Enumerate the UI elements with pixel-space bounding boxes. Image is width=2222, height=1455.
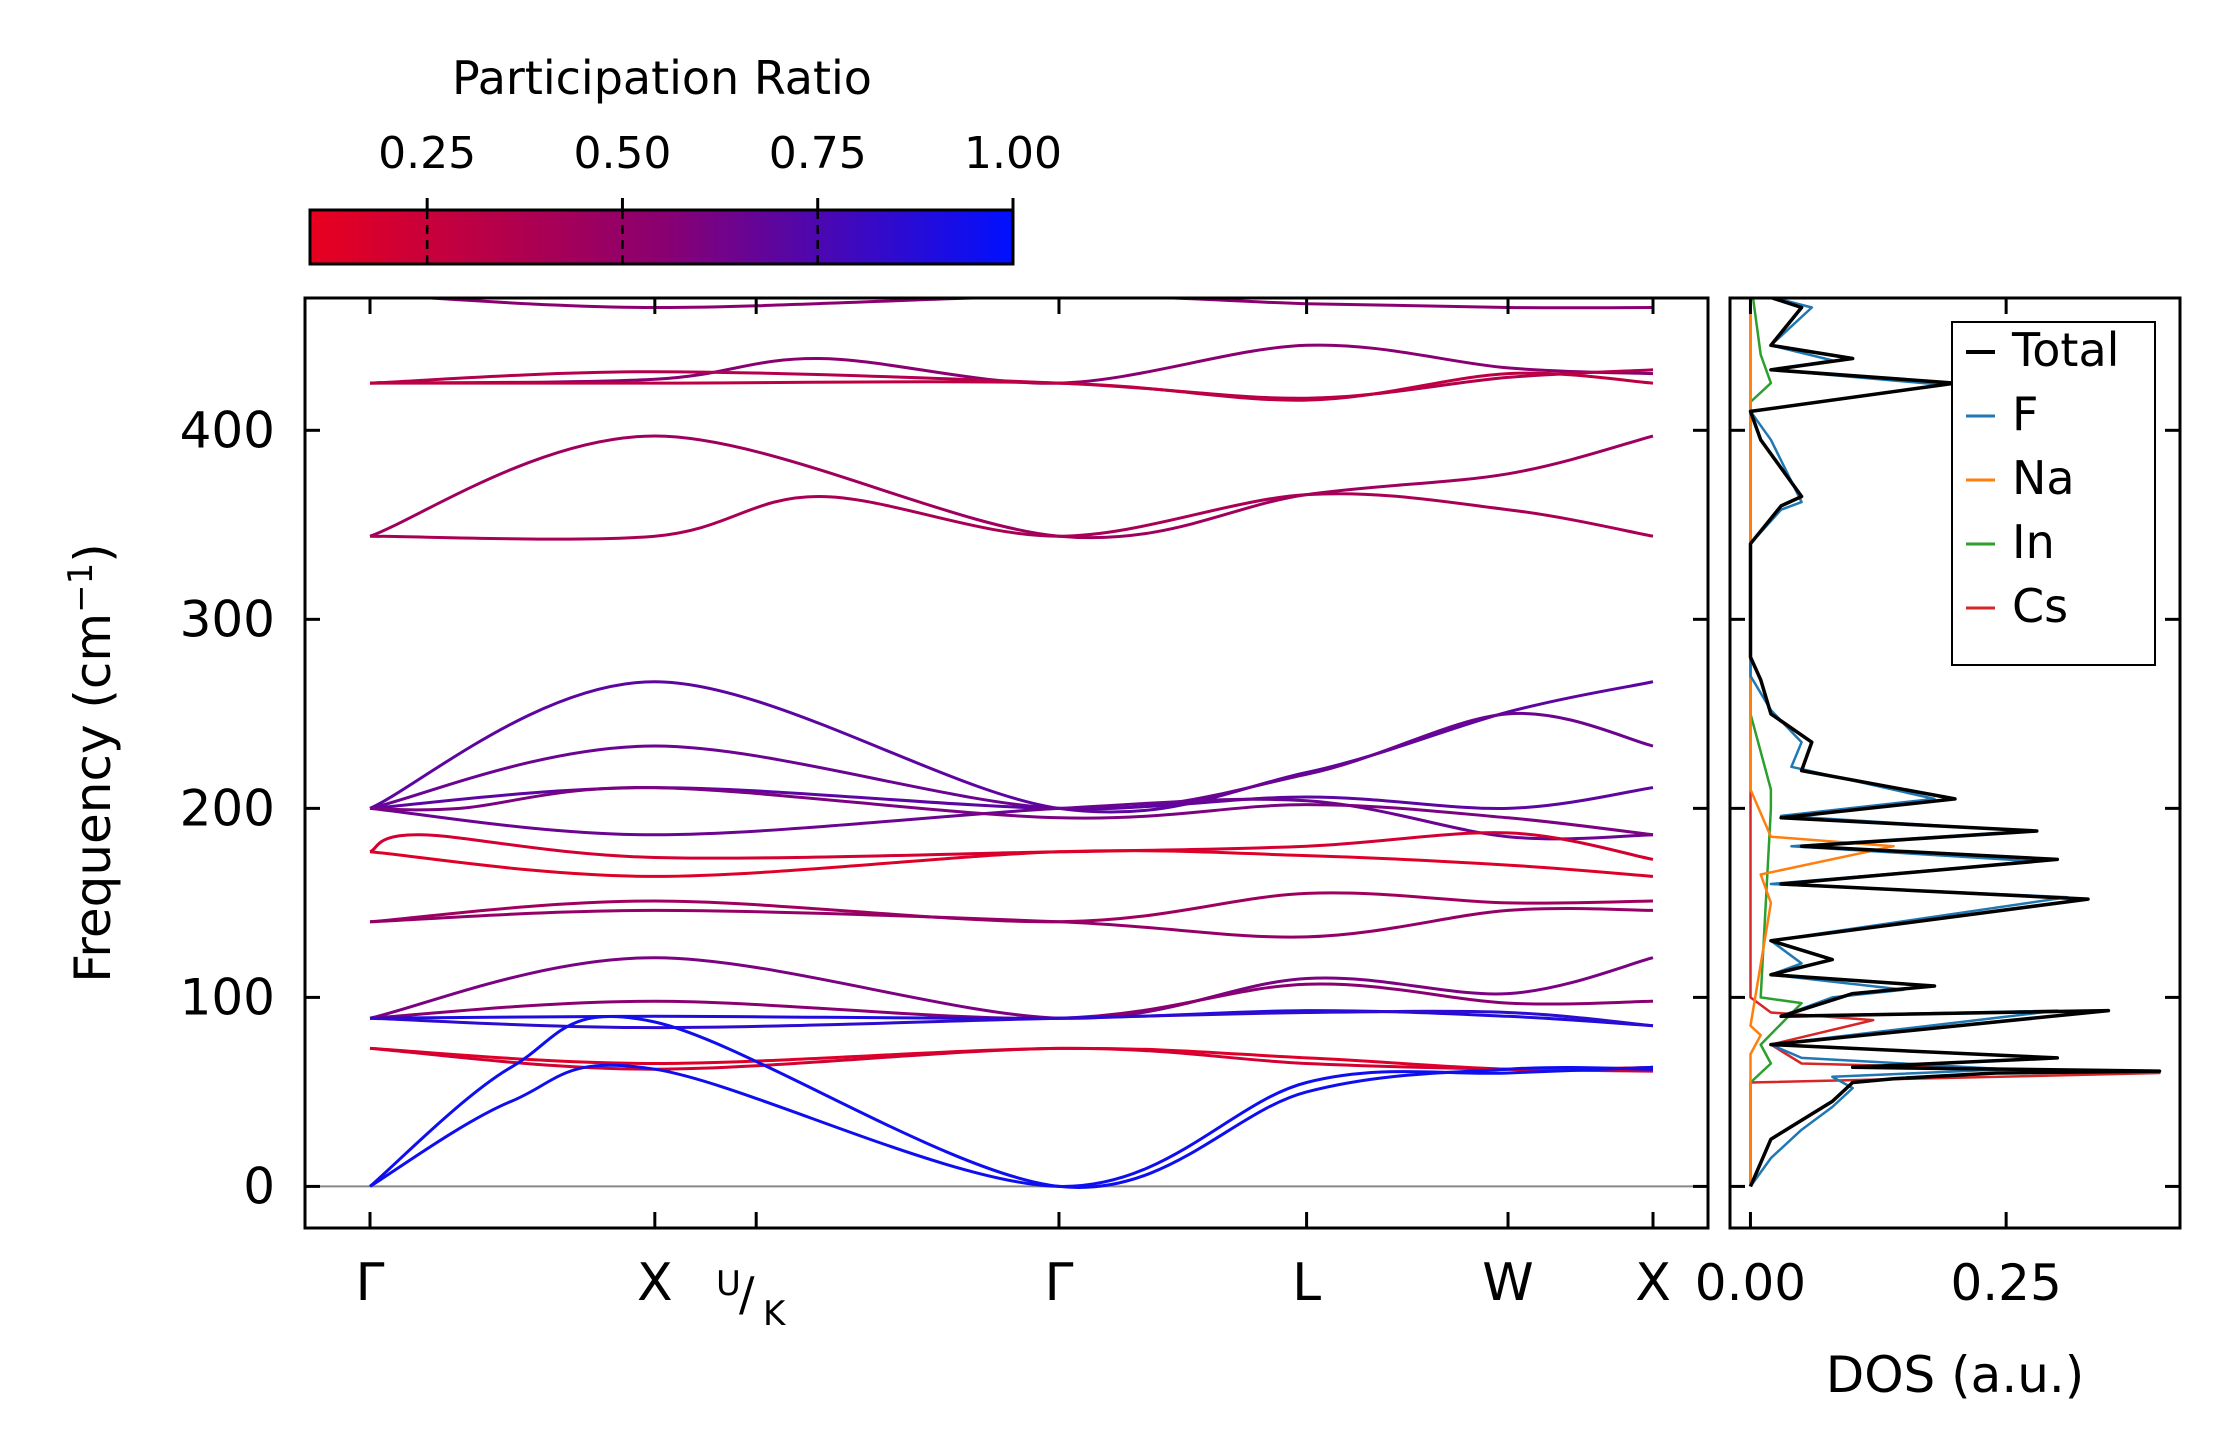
dos-x-tick-label: 0.00 <box>1695 1254 1806 1312</box>
legend-label-na: Na <box>2012 451 2075 505</box>
band-structure-plot: 0 100 200 300 400 Γ X Γ L W X U / K Frequency (cm… <box>61 296 1710 1334</box>
phonon-band-1 <box>408 298 1654 310</box>
dos-x-tick-label: 0.25 <box>1950 1254 2061 1312</box>
phonon-band-4 <box>369 371 1654 402</box>
y-axis-label: Frequency (cm−1) <box>61 543 122 983</box>
x-tick-label: X <box>1635 1253 1671 1313</box>
phonon-band-15 <box>369 906 1654 939</box>
x-tick-label: Γ <box>1044 1253 1073 1313</box>
x-tick-label: X <box>637 1253 673 1313</box>
y-tick-label: 400 <box>180 401 275 459</box>
legend: Total F Na In Cs <box>1951 321 2156 666</box>
svg-text:K: K <box>763 1294 787 1334</box>
colorbar: Participation Ratio 0.25 0.50 0.75 1.00 <box>308 51 1062 266</box>
phonon-band-7 <box>369 680 1654 814</box>
main-axes-frame <box>303 296 1710 1230</box>
phonon-band-17 <box>369 982 1654 1020</box>
phonon-band-2 <box>369 343 1654 385</box>
dos-series-na <box>1749 298 1895 1187</box>
svg-text:/: / <box>739 1267 755 1321</box>
y-tick-label: 0 <box>243 1157 275 1215</box>
dos-series-total <box>1748 298 2162 1188</box>
phonon-band-13 <box>369 849 1654 878</box>
phonon-band-16 <box>369 956 1654 1020</box>
colorbar-gradient <box>308 208 1015 266</box>
phonon-band-22 <box>369 1014 1654 1189</box>
svg-text:U: U <box>716 1264 741 1304</box>
x-tick-label: W <box>1482 1253 1533 1313</box>
colorbar-tick-label: 0.25 <box>378 128 476 179</box>
legend-label-cs: Cs <box>2012 579 2068 633</box>
colorbar-label: Participation Ratio <box>452 51 872 105</box>
y-tick-label: 200 <box>180 779 275 837</box>
colorbar-tick-label: 1.00 <box>964 128 1062 179</box>
colorbar-tick-label: 0.50 <box>573 128 671 179</box>
x-tick-label: L <box>1292 1253 1321 1313</box>
dos-x-axis-label: DOS (a.u.) <box>1826 1346 2085 1404</box>
colorbar-tick-label: 0.75 <box>769 128 867 179</box>
x-tick-label: Γ <box>356 1253 385 1313</box>
phonon-band-19 <box>369 1009 1654 1030</box>
legend-label-f: F <box>2012 387 2038 441</box>
phonon-band-6 <box>369 492 1654 541</box>
dos-plot: 0.00 0.25 DOS (a.u.) Total F Na In Cs <box>1695 296 2182 1404</box>
dos-axes-frame <box>1728 296 2182 1230</box>
legend-label-total: Total <box>2011 323 2119 377</box>
y-tick-label: 300 <box>180 590 275 648</box>
phonon-band-23 <box>369 1063 1654 1188</box>
legend-label-in: In <box>2012 515 2055 569</box>
x-tick-label-U-K: U / K <box>716 1264 787 1334</box>
phonon-band-10 <box>369 797 1654 841</box>
y-tick-label: 100 <box>180 968 275 1026</box>
phonon-band-14 <box>369 891 1654 924</box>
phonon-band-5 <box>369 434 1654 540</box>
phonon-band-11 <box>369 786 1654 837</box>
dos-series-in <box>1749 298 1803 1187</box>
